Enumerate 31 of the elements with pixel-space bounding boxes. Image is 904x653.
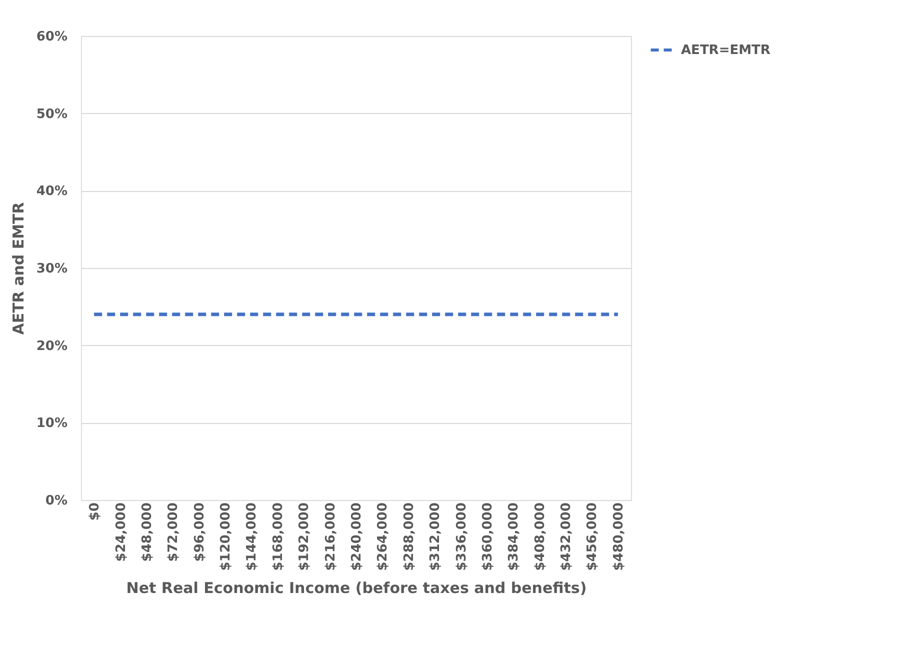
x-tick-label: $24,000 (114, 502, 129, 562)
x-tick-label: $72,000 (166, 502, 182, 562)
x-tick-label: $192,000 (297, 502, 312, 571)
x-tick-label: $144,000 (244, 502, 260, 571)
y-tick-label: 60% (36, 30, 68, 44)
x-tick-label: $264,000 (376, 502, 391, 571)
x-tick-label: $240,000 (350, 502, 364, 571)
x-tick-label: $48,000 (140, 502, 155, 562)
x-tick-label: $456,000 (585, 502, 600, 571)
x-tick-label: $480,000 (611, 502, 626, 571)
x-tick-label: $384,000 (506, 502, 522, 571)
x-tick-label: $96,000 (192, 502, 208, 562)
y-axis-title: AETR and EMTR (9, 202, 28, 335)
x-tick-label: $432,000 (559, 502, 574, 571)
y-tick-label: 50% (36, 106, 68, 122)
x-tick-label: $0 (88, 502, 103, 521)
x-tick-label: $216,000 (323, 502, 338, 571)
x-axis-title: Net Real Economic Income (before taxes and benefits) (126, 578, 587, 597)
y-tick-label: 10% (36, 416, 68, 432)
y-tick-label: 0% (45, 494, 68, 508)
x-tick-label: $312,000 (428, 502, 444, 571)
legend-label: AETR=EMTR (681, 43, 770, 58)
x-tick-label: $120,000 (218, 502, 234, 571)
y-tick-label: 40% (36, 184, 68, 200)
x-tick-label: $408,000 (532, 502, 548, 571)
x-tick-label: $168,000 (270, 502, 286, 571)
x-tick-label: $288,000 (402, 502, 417, 571)
x-tick-label: $360,000 (480, 502, 496, 571)
x-tick-label: $336,000 (454, 502, 470, 571)
y-tick-label: 20% (36, 338, 68, 354)
y-tick-label: 30% (36, 262, 68, 276)
